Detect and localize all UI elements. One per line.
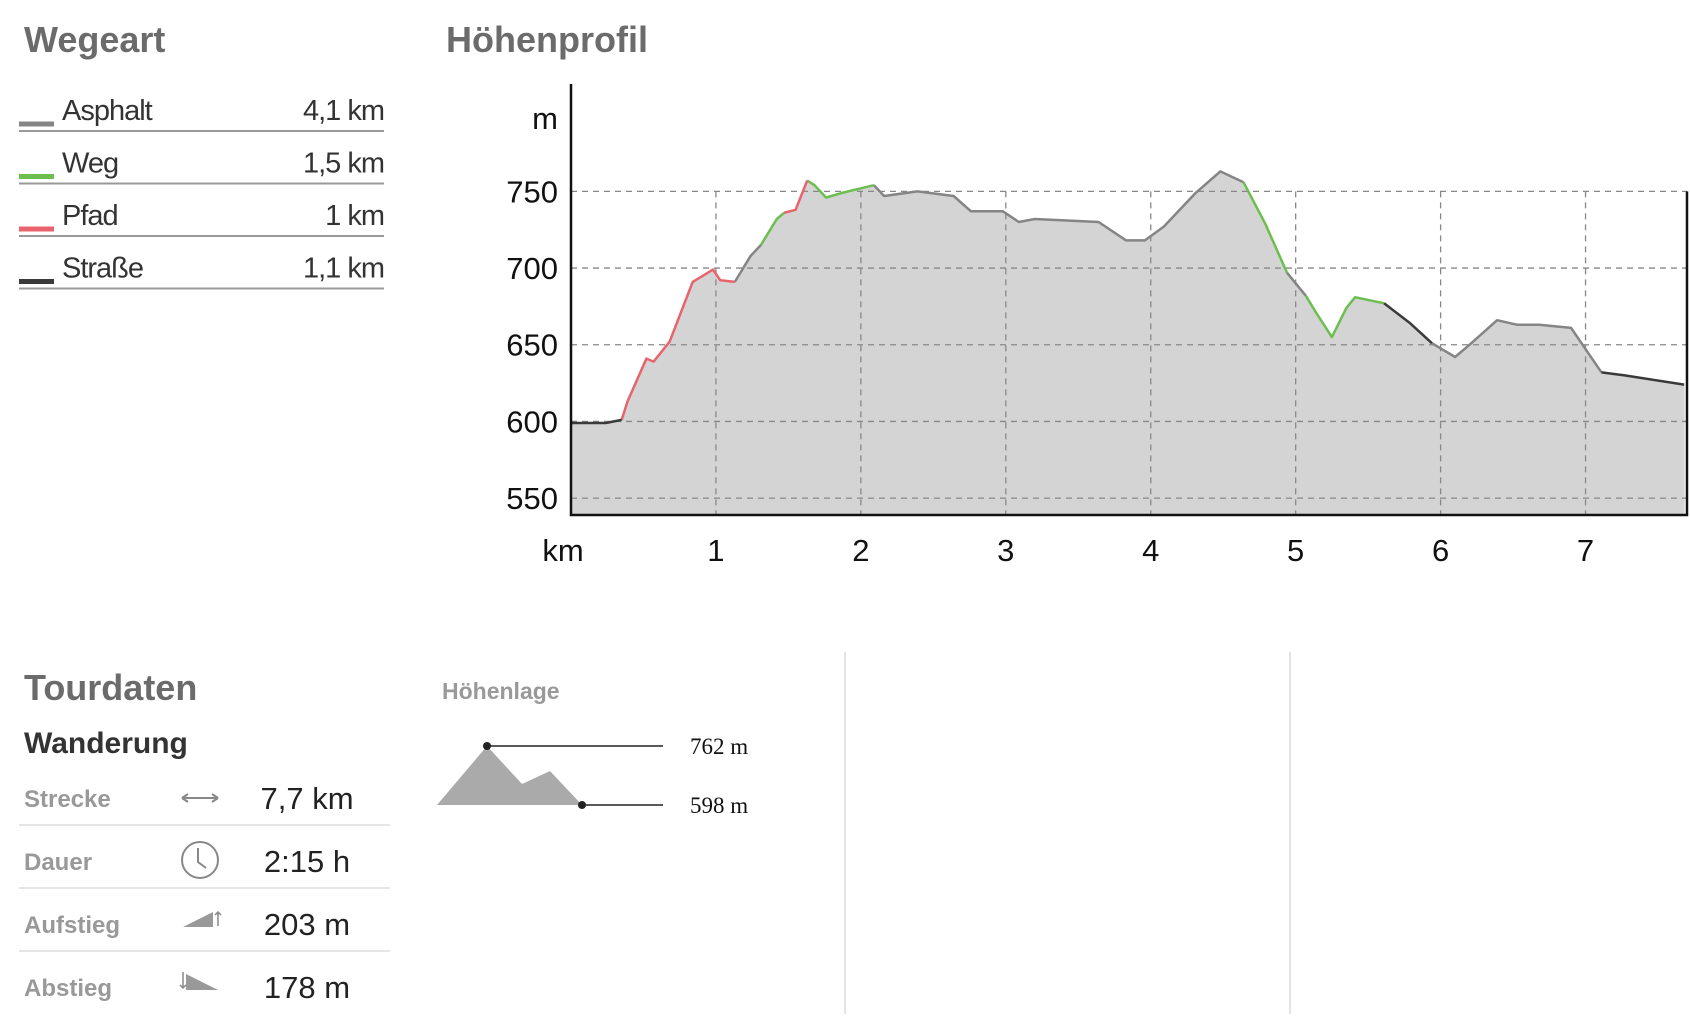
area (1431, 319, 1602, 516)
legend-value: 1,1 km (303, 253, 384, 285)
clock-hands (197, 848, 207, 869)
tour-value: 2:15 h (264, 844, 350, 879)
area (1601, 371, 1685, 516)
profile-line (620, 180, 809, 421)
tour-label: Abstieg (24, 975, 112, 1002)
ascent-icon (183, 912, 213, 927)
legend-label: Pfad (62, 200, 118, 232)
profile-line (571, 302, 1685, 425)
altitude-title: Höhenlage (442, 678, 560, 704)
legend-label: Asphalt (62, 95, 153, 127)
chart-title: Höhenprofil (446, 19, 648, 60)
tour-table: Strecke 7,7 km Dauer 2:15 h Aufstieg 203 m Abs… (19, 781, 390, 1005)
clock-icon (181, 841, 219, 879)
plot: 550 600 650 700 750 1 2 3 4 5 6 7 m km (506, 84, 1689, 568)
tour-activity: Wanderung (24, 727, 188, 760)
tour-value: 178 m (264, 970, 350, 1005)
axis (569, 84, 1689, 517)
area (621, 268, 736, 516)
min-dot (578, 801, 586, 809)
profile-line (733, 170, 1603, 374)
area (570, 419, 623, 516)
area (873, 170, 1244, 516)
tour-label: Aufstieg (24, 912, 120, 939)
x-tick-label: 2 (852, 533, 869, 568)
area (1243, 181, 1288, 516)
areas (570, 170, 1685, 516)
x-tick-label: 6 (1432, 533, 1449, 568)
area (734, 243, 762, 516)
x-tick-label: 3 (997, 533, 1014, 568)
legend-value: 1 km (325, 200, 384, 232)
x-axis-label: km (542, 533, 583, 568)
legend-label: Weg (62, 148, 118, 180)
tour-label: Strecke (24, 786, 111, 813)
grid (571, 190, 1687, 515)
distance-icon (181, 793, 219, 803)
legend-title: Wegeart (24, 19, 165, 60)
y-tick-label: 650 (506, 328, 558, 363)
descent-icon (186, 974, 218, 990)
area (783, 180, 808, 516)
y-tick-label: 750 (506, 174, 558, 209)
area (1286, 271, 1307, 516)
icons (179, 793, 222, 990)
legend-value: 1,5 km (303, 148, 384, 180)
max-dot (483, 742, 491, 750)
tour-title: Tourdaten (24, 667, 197, 708)
x-tick-label: 5 (1287, 533, 1304, 568)
tour-value: 203 m (264, 907, 350, 942)
profile-line (759, 179, 1385, 339)
y-axis-label: m (532, 101, 558, 136)
y-tick-label: 600 (506, 404, 558, 439)
legend: Asphalt 4,1 km Weg 1,5 km Pfad 1 km Straße 1,1 … (19, 95, 385, 290)
ascent-arrow (214, 910, 222, 926)
y-tick-label: 700 (506, 251, 558, 286)
legend-value: 4,1 km (303, 95, 384, 127)
y-tick-label: 550 (506, 481, 558, 516)
lines (571, 170, 1685, 425)
x-tick-label: 1 (707, 533, 724, 568)
x-tick-label: 7 (1577, 533, 1594, 568)
descent-arrow (179, 972, 187, 990)
area (1305, 293, 1385, 516)
legend-label: Straße (62, 253, 143, 285)
area (806, 179, 875, 516)
altitude-max: 762 m (690, 734, 748, 759)
x-tick-label: 4 (1142, 533, 1159, 568)
altitude-min: 598 m (690, 793, 748, 818)
tour-value: 7,7 km (260, 781, 353, 816)
area (760, 211, 785, 516)
mountain-icon (437, 746, 582, 805)
tour-label: Dauer (24, 849, 92, 876)
